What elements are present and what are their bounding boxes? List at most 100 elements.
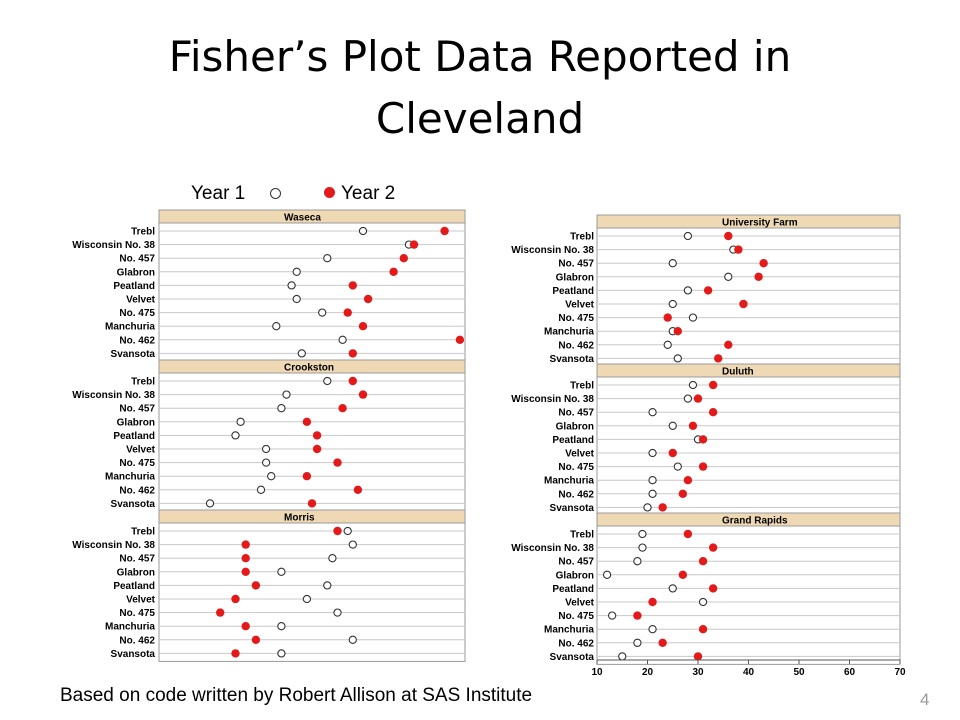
year1-point <box>323 376 332 386</box>
variety-label: Trebl <box>570 232 594 243</box>
variety-label: Svansota <box>550 354 595 365</box>
variety-label: Peatland <box>113 281 155 292</box>
year1-point <box>277 567 286 576</box>
year2-point <box>648 597 657 607</box>
year1-point <box>673 462 682 471</box>
legend-hollow-circle-icon <box>270 188 281 199</box>
year1-point <box>648 476 657 485</box>
variety-label: No. 475 <box>119 458 155 469</box>
panel-header-grand-rapids <box>596 512 901 527</box>
legend-label-year2: Year 2 <box>341 183 396 204</box>
year1-point <box>698 597 708 607</box>
year2-point <box>658 638 667 647</box>
x-tick-label: 40 <box>743 667 755 678</box>
footer-note: Based on code written by Robert Allison … <box>60 685 533 706</box>
year2-point <box>693 652 703 661</box>
variety-label: Svansota <box>111 349 156 360</box>
year1-point <box>648 489 657 498</box>
year1-point <box>205 499 215 508</box>
variety-label: No. 475 <box>558 313 594 324</box>
year1-point <box>343 526 352 536</box>
variety-label: Trebl <box>131 227 155 238</box>
year2-point <box>358 390 368 399</box>
panel-title-morris: Morris <box>284 513 315 524</box>
x-tick-label: 10 <box>591 667 603 678</box>
year2-point <box>698 557 708 566</box>
year1-point <box>668 421 677 430</box>
panel-header-university-farm <box>596 214 901 229</box>
year2-point <box>673 327 682 336</box>
year2-point <box>348 376 357 386</box>
variety-label: Glabron <box>117 267 155 278</box>
year2-point <box>251 635 261 644</box>
slide-number: 4 <box>920 690 930 709</box>
variety-label: Velvet <box>565 300 595 311</box>
variety-label: Velvet <box>126 445 156 456</box>
variety-label: Velvet <box>126 295 156 306</box>
legend-label-year1: Year 1 <box>191 183 246 204</box>
slide-title: Fisher’s Plot Data Reported in Cleveland <box>168 32 792 143</box>
year1-point <box>683 231 693 241</box>
year2-point <box>683 529 693 539</box>
year1-point <box>267 472 276 481</box>
year1-point <box>277 404 286 413</box>
year1-point <box>643 503 652 512</box>
variety-label: Wisconsin No. 38 <box>511 245 594 256</box>
variety-label: No. 457 <box>119 554 155 565</box>
year1-point <box>648 408 657 417</box>
year2-point <box>409 240 419 249</box>
variety-label: No. 475 <box>119 608 155 619</box>
year1-point <box>261 458 271 467</box>
variety-label: Manchuria <box>544 625 594 636</box>
year1-point <box>297 349 306 358</box>
year2-point <box>231 649 240 658</box>
year2-point <box>683 476 693 485</box>
variety-label: Peatland <box>552 435 594 446</box>
year2-point <box>668 448 677 458</box>
year2-point <box>389 267 398 276</box>
year1-point <box>688 380 698 390</box>
panel-header-morris <box>158 509 466 524</box>
year1-point <box>231 431 240 440</box>
year1-point <box>724 272 733 281</box>
year2-point <box>440 226 449 236</box>
year2-point <box>724 231 733 241</box>
year1-point <box>287 281 296 290</box>
variety-label: Trebl <box>570 530 594 541</box>
year1-point <box>302 594 312 604</box>
year1-point <box>668 299 677 309</box>
year1-point <box>358 226 368 236</box>
year1-point <box>683 394 693 403</box>
year2-point <box>688 421 698 430</box>
year2-point <box>759 259 768 268</box>
variety-label: Peatland <box>113 431 155 442</box>
variety-label: Trebl <box>131 377 155 388</box>
year1-point <box>638 543 647 552</box>
year1-point <box>663 340 672 349</box>
x-tick-label: 30 <box>692 667 704 678</box>
variety-label: Svansota <box>550 503 595 514</box>
year2-point <box>698 462 708 471</box>
year1-point <box>638 529 647 539</box>
variety-label: Wisconsin No. 38 <box>511 394 594 405</box>
year1-point <box>323 254 332 263</box>
variety-label: No. 475 <box>558 462 594 473</box>
x-tick-label: 20 <box>642 667 654 678</box>
panel-title-duluth: Duluth <box>722 367 754 378</box>
year2-point <box>739 299 748 309</box>
variety-label: No. 462 <box>119 635 155 646</box>
year1-point <box>338 335 347 344</box>
year1-point <box>348 540 357 549</box>
year2-point <box>714 354 723 363</box>
year1-point <box>648 448 657 458</box>
year2-point <box>241 567 250 576</box>
variety-label: Peatland <box>552 584 594 595</box>
variety-label: Manchuria <box>105 622 155 633</box>
variety-label: No. 457 <box>119 254 155 265</box>
variety-label: Svansota <box>111 649 156 660</box>
year1-point <box>688 313 698 322</box>
variety-label: Velvet <box>565 449 595 460</box>
variety-label: Velvet <box>126 595 156 606</box>
variety-label: Wisconsin No. 38 <box>72 240 155 251</box>
year1-point <box>602 570 612 579</box>
